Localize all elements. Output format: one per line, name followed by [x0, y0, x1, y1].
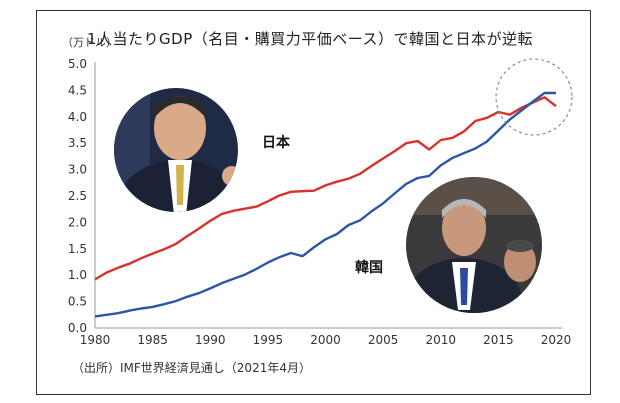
y-axis-unit: （万ドル）: [62, 36, 117, 49]
x-tick-label: 2005: [368, 333, 399, 347]
y-tick-label: 5.0: [68, 57, 87, 71]
crossover-highlight-circle: [495, 58, 573, 136]
korea-leader-photo: [404, 175, 544, 315]
series-label-japan: 日本: [262, 134, 291, 151]
y-tick-label: 4.5: [68, 83, 87, 97]
y-tick-label: 3.0: [68, 163, 87, 177]
x-tick-label: 2020: [541, 333, 572, 347]
series-label-korea: 韓国: [355, 259, 383, 276]
x-tick-label: 2010: [425, 333, 456, 347]
y-tick-label: 0.0: [68, 321, 87, 335]
series-line-korea: [94, 91, 556, 318]
y-tick-label: 2.0: [68, 215, 87, 229]
x-tick-label: 2000: [310, 333, 341, 347]
y-tick-label: 3.5: [68, 136, 87, 150]
x-tick-label: 2015: [483, 333, 514, 347]
source-note: （出所）IMF世界経済見通し（2021年4月）: [72, 361, 311, 375]
chart-title: 1人当たりGDP（名目・購買力平価ベース）で韓国と日本が逆転: [86, 30, 533, 48]
x-tick-label: 1985: [137, 333, 168, 347]
x-tick-label: 1995: [253, 333, 284, 347]
series-line-japan: [94, 96, 557, 281]
y-tick-label: 4.0: [68, 110, 87, 124]
x-tick-label: 1980: [80, 333, 111, 347]
y-tick-label: 2.5: [68, 189, 87, 203]
y-tick-label: 1.0: [68, 268, 87, 282]
japan-leader-photo: [112, 86, 240, 214]
x-tick-label: 1990: [195, 333, 226, 347]
y-tick-label: 0.5: [68, 295, 87, 309]
y-tick-label: 1.5: [68, 242, 87, 256]
